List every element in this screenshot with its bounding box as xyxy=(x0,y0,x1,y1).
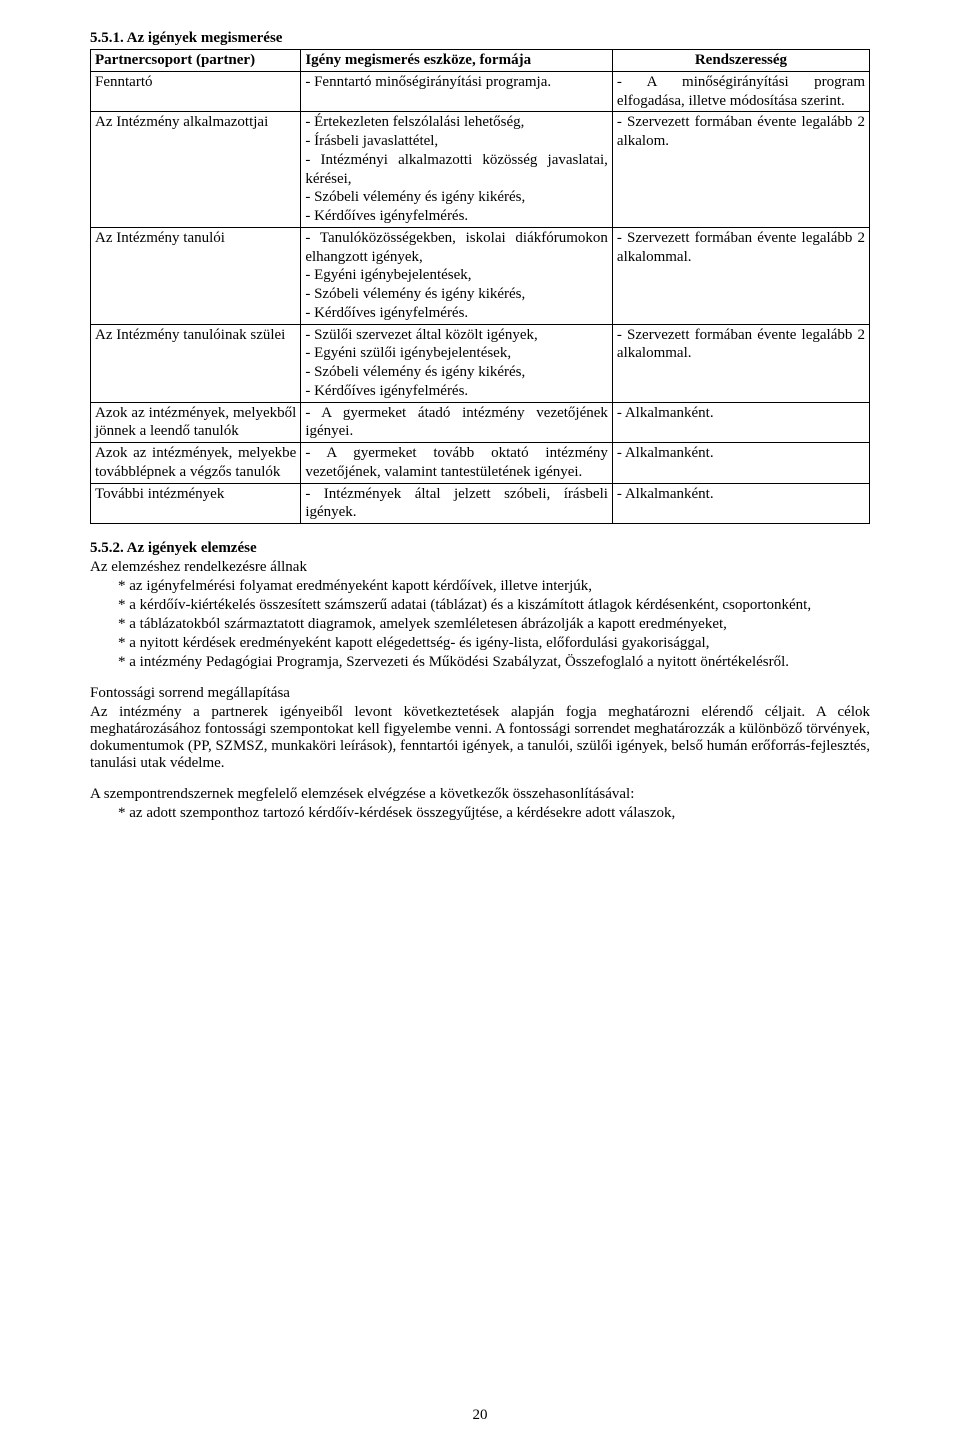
page-number: 20 xyxy=(0,1407,960,1424)
cell-regularity: - Szervezett formában évente legalább 2 … xyxy=(612,112,869,228)
analysis-bullet: * a nyitott kérdések eredményeként kapot… xyxy=(90,635,870,652)
cell-form: - Fenntartó minőségirányítási programja. xyxy=(301,71,613,112)
table-row: Az Intézmény tanulóinak szülei - Szülői … xyxy=(91,324,870,402)
cell-partner: Az Intézmény alkalmazottjai xyxy=(91,112,301,228)
cell-partner: Az Intézmény tanulóinak szülei xyxy=(91,324,301,402)
bullet-text: * a intézmény Pedagógiai Programja, Szer… xyxy=(118,654,789,670)
cell-form: - Szülői szervezet által közölt igények,… xyxy=(301,324,613,402)
table-row: Az Intézmény alkalmazottjai - Értekezlet… xyxy=(91,112,870,228)
cell-form: - A gyermeket átadó intézmény vezetőjéne… xyxy=(301,402,613,443)
table-header-partner: Partnercsoport (partner) xyxy=(91,50,301,72)
analysis-intro: Az elemzéshez rendelkezésre állnak xyxy=(90,559,870,576)
cell-regularity: - Szervezett formában évente legalább 2 … xyxy=(612,324,869,402)
bullet-text: * a kérdőív-kiértékelés összesített szám… xyxy=(118,597,811,613)
cell-regularity: - Szervezett formában évente legalább 2 … xyxy=(612,227,869,324)
priority-heading: Fontossági sorrend megállapítása xyxy=(90,685,870,702)
cell-regularity: - Alkalmanként. xyxy=(612,483,869,524)
table-row: Azok az intézmények, melyekből jönnek a … xyxy=(91,402,870,443)
needs-table: Partnercsoport (partner) Igény megismeré… xyxy=(90,49,870,524)
analysis-bullet: * a táblázatokból származtatott diagramo… xyxy=(90,616,870,633)
table-row: Azok az intézmények, melyekbe továbblépn… xyxy=(91,443,870,484)
cell-regularity: - Alkalmanként. xyxy=(612,402,869,443)
cell-partner: Azok az intézmények, melyekből jönnek a … xyxy=(91,402,301,443)
analysis-bullet: * a intézmény Pedagógiai Programja, Szer… xyxy=(90,654,870,671)
cell-regularity: - A minőségirányítási program elfogadása… xyxy=(612,71,869,112)
cell-form: - A gyermeket tovább oktató intézmény ve… xyxy=(301,443,613,484)
cell-form: - Tanulóközösségekben, iskolai diákfórum… xyxy=(301,227,613,324)
table-row: Az Intézmény tanulói - Tanulóközösségekb… xyxy=(91,227,870,324)
bullet-text: * a táblázatokból származtatott diagramo… xyxy=(118,616,727,632)
cell-partner: További intézmények xyxy=(91,483,301,524)
analysis-compare-intro: A szempontrendszernek megfelelő elemzése… xyxy=(90,786,870,803)
cell-regularity: - Alkalmanként. xyxy=(612,443,869,484)
analysis-compare-bullet: * az adott szemponthoz tartozó kérdőív-k… xyxy=(90,805,870,822)
table-row: További intézmények - Intézmények által … xyxy=(91,483,870,524)
bullet-text: * a nyitott kérdések eredményeként kapot… xyxy=(118,635,709,651)
table-header-form: Igény megismerés eszköze, formája xyxy=(301,50,613,72)
section-5-5-1-heading: 5.5.1. Az igények megismerése xyxy=(90,30,870,47)
section-5-5-2-heading: 5.5.2. Az igények elemzése xyxy=(90,540,870,557)
cell-partner: Azok az intézmények, melyekbe továbblépn… xyxy=(91,443,301,484)
priority-body: Az intézmény a partnerek igényeiből levo… xyxy=(90,704,870,772)
table-header-regularity: Rendszeresség xyxy=(612,50,869,72)
cell-partner: Az Intézmény tanulói xyxy=(91,227,301,324)
cell-form: - Intézmények által jelzett szóbeli, írá… xyxy=(301,483,613,524)
cell-form: - Értekezleten felszólalási lehetőség,- … xyxy=(301,112,613,228)
analysis-bullet: * az igényfelmérési folyamat eredményeké… xyxy=(90,578,870,595)
table-row: Fenntartó - Fenntartó minőségirányítási … xyxy=(91,71,870,112)
analysis-bullet: * a kérdőív-kiértékelés összesített szám… xyxy=(90,597,870,614)
cell-partner: Fenntartó xyxy=(91,71,301,112)
